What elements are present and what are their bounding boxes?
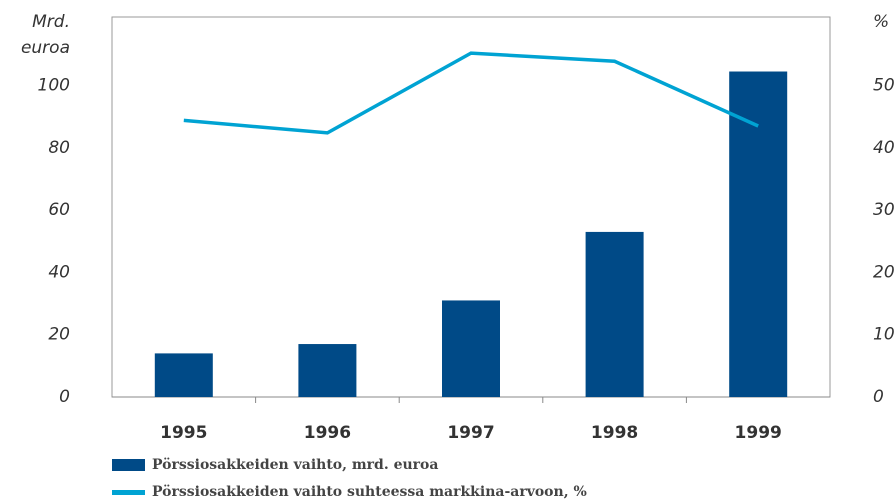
x-tick-label: 1996 bbox=[304, 423, 351, 443]
y2-axis-label: % bbox=[873, 12, 889, 32]
y-tick-label: 20 bbox=[48, 325, 70, 345]
x-tick-label: 1997 bbox=[447, 423, 494, 443]
bar bbox=[729, 71, 788, 398]
legend-swatch bbox=[112, 459, 145, 471]
legend-label: Pörssiosakkeiden vaihto, mrd. euroa bbox=[152, 457, 438, 473]
y2-tick-label: 50 bbox=[873, 76, 895, 96]
y-axis-label: euroa bbox=[21, 38, 70, 58]
y2-tick-label: 10 bbox=[873, 325, 895, 345]
y2-tick-label: 0 bbox=[873, 387, 884, 407]
bar bbox=[298, 344, 357, 397]
bar bbox=[585, 231, 644, 397]
x-tick-label: 1998 bbox=[591, 423, 638, 443]
y-axis-label: Mrd. bbox=[32, 12, 70, 32]
y-tick-label: 100 bbox=[38, 76, 70, 96]
x-tick-label: 1999 bbox=[735, 423, 782, 443]
legend-swatch bbox=[112, 490, 145, 495]
line bbox=[183, 51, 759, 135]
legend-label: Pörssiosakkeiden vaihto suhteessa markki… bbox=[152, 484, 587, 500]
y2-tick-label: 30 bbox=[873, 200, 895, 220]
y2-tick-label: 20 bbox=[873, 262, 895, 282]
y-tick-label: 40 bbox=[48, 262, 70, 282]
bar bbox=[154, 353, 213, 397]
y2-tick-label: 40 bbox=[873, 138, 895, 158]
y-tick-label: 60 bbox=[48, 200, 70, 220]
y-tick-label: 80 bbox=[48, 138, 70, 158]
x-tick-label: 1995 bbox=[160, 423, 207, 443]
bar bbox=[442, 300, 500, 397]
y-tick-label: 0 bbox=[59, 387, 70, 407]
